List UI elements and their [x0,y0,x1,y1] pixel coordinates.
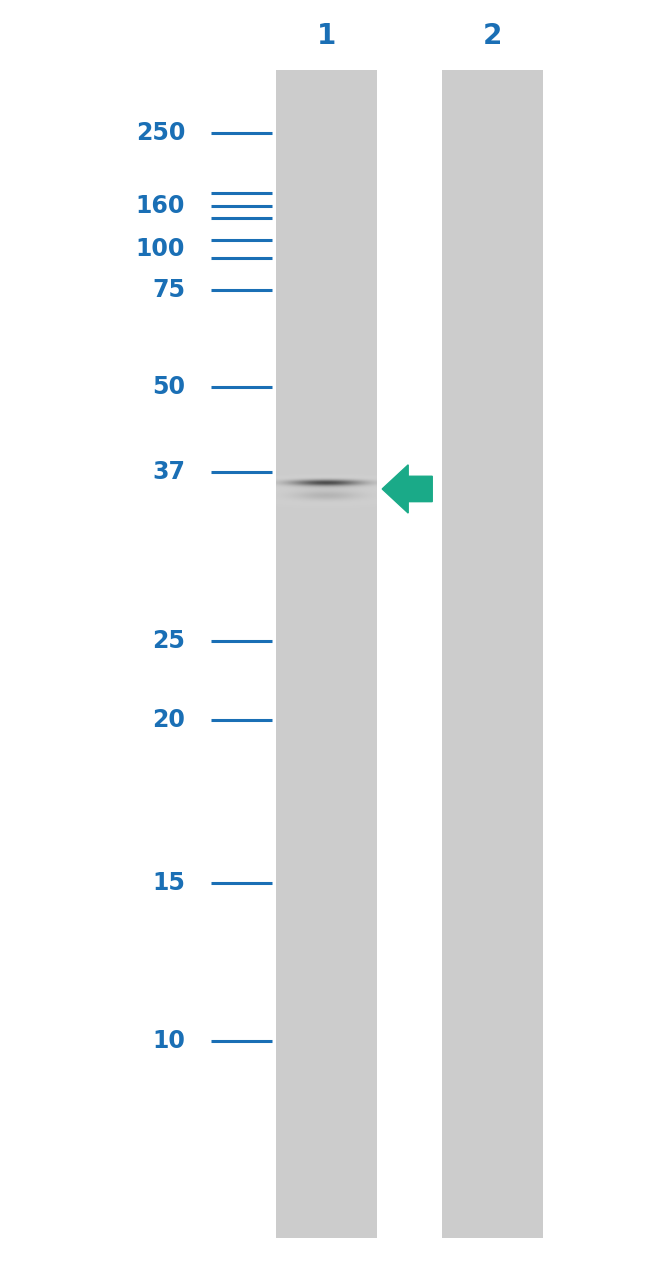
Text: 75: 75 [152,278,185,301]
Text: 100: 100 [136,237,185,260]
Text: 20: 20 [152,709,185,732]
Bar [442,70,543,1238]
Text: 10: 10 [152,1030,185,1053]
FancyArrow shape [382,465,432,513]
Text: 15: 15 [152,871,185,894]
Text: 2: 2 [483,22,502,50]
Text: 37: 37 [152,461,185,484]
Text: 50: 50 [152,376,185,399]
Text: 1: 1 [317,22,337,50]
Bar [276,70,377,1238]
Text: 250: 250 [136,122,185,145]
Text: 25: 25 [152,630,185,653]
Text: 160: 160 [136,194,185,217]
